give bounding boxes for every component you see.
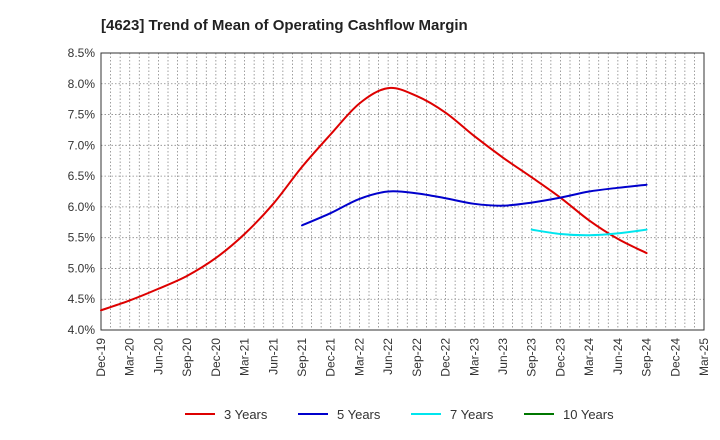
y-tick-label: 5.0% [68, 261, 96, 275]
x-tick-label: Sep-23 [525, 338, 539, 377]
y-tick-label: 5.5% [68, 231, 96, 245]
y-tick-label: 4.0% [68, 323, 96, 337]
plot-border [100, 52, 705, 331]
x-tick-label: Mar-20 [123, 338, 137, 376]
series-line-5-years [301, 183, 648, 227]
x-tick-label: Dec-24 [668, 338, 682, 377]
legend-label-5-years: 5 Years [337, 407, 381, 422]
y-tick-label: 7.5% [68, 108, 96, 122]
legend-label-3-years: 3 Years [224, 407, 268, 422]
x-tick-label: Mar-21 [238, 338, 252, 376]
x-tick-label: Jun-22 [381, 338, 395, 375]
series-line-3-years [100, 86, 648, 312]
x-tick-label: Dec-22 [439, 338, 453, 377]
x-tick-label: Sep-24 [640, 338, 654, 377]
legend-label-10-years: 10 Years [563, 407, 614, 422]
x-tick-label: Dec-21 [324, 338, 338, 377]
x-tick-label: Jun-23 [496, 338, 510, 375]
x-tick-label: Jun-20 [151, 338, 165, 375]
x-tick-label: Mar-23 [467, 338, 481, 376]
x-tick-label: Mar-25 [697, 338, 711, 376]
x-tick-label: Jun-24 [611, 338, 625, 375]
x-tick-label: Jun-21 [266, 338, 280, 375]
legend: 3 Years 5 Years 7 Years 10 Years [185, 407, 614, 422]
series-lines [100, 86, 648, 312]
y-tick-label: 6.5% [68, 169, 96, 183]
y-tick-label: 6.0% [68, 200, 96, 214]
chart-title: [4623] Trend of Mean of Operating Cashfl… [101, 17, 468, 34]
x-tick-label: Sep-22 [410, 338, 424, 377]
x-tick-label: Dec-19 [94, 338, 108, 377]
axes: 4.0% 4.5% 5.0% 5.5% 6.0% 6.5% 7.0% 7.5% 8.0% 8.5%… [68, 46, 711, 377]
x-tick-label: Dec-23 [553, 338, 567, 377]
y-tick-label: 8.5% [68, 46, 96, 60]
x-tick-label: Sep-21 [295, 338, 309, 377]
y-tick-label: 4.5% [68, 292, 96, 306]
legend-label-7-years: 7 Years [450, 407, 494, 422]
x-tick-label: Mar-24 [582, 338, 596, 376]
x-tick-label: Mar-22 [352, 338, 366, 376]
y-tick-label: 8.0% [68, 77, 96, 91]
x-tick-label: Dec-20 [209, 338, 223, 377]
series-line-7-years [530, 228, 648, 237]
y-tick-label: 7.0% [68, 138, 96, 152]
x-tick-label: Sep-20 [180, 338, 194, 377]
